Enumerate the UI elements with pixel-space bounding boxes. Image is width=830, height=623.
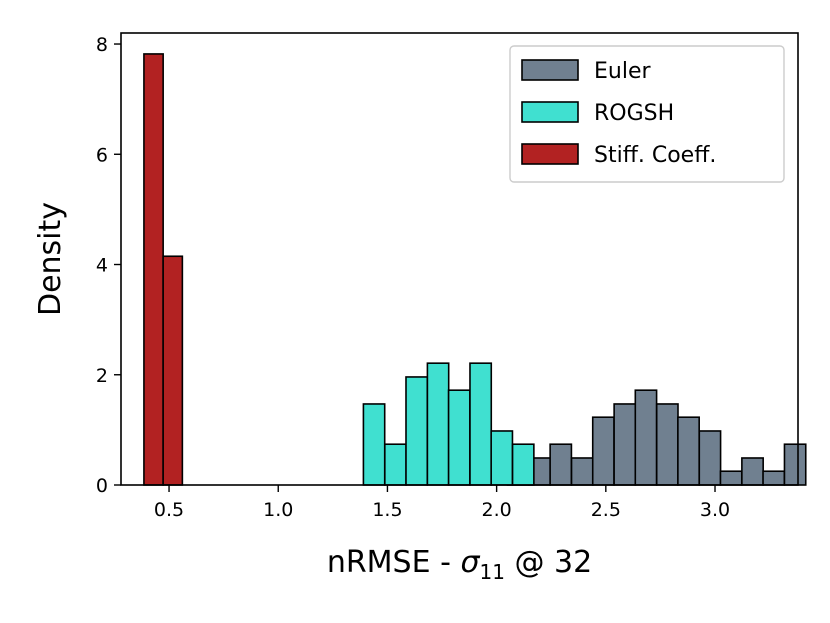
y-axis: 0 2 4 6 8: [96, 34, 121, 497]
y-tick-label: 4: [96, 255, 108, 277]
bar-rogsh-6: [490, 430, 514, 486]
y-axis-label: Density: [33, 202, 68, 316]
y-tick-label: 8: [96, 34, 108, 56]
y-tick-label: 6: [96, 144, 108, 166]
legend: Euler ROGSH Stiff. Coeff.: [509, 45, 785, 183]
x-tick-label: 1.5: [372, 499, 402, 521]
bar-rogsh-2: [405, 376, 429, 486]
bar-rogsh-4: [447, 389, 471, 486]
legend-label: Euler: [594, 59, 651, 84]
bar-rogsh-0: [362, 403, 386, 486]
bar-euler-5: [613, 403, 637, 486]
x-tick-label: 0.5: [154, 499, 184, 521]
bar-euler-11: [741, 457, 764, 486]
x-axis-label-symbol: σ: [460, 545, 480, 580]
legend-label: ROGSH: [594, 101, 674, 126]
legend-swatch: [521, 59, 579, 81]
x-tick-label: 2.0: [482, 499, 512, 521]
y-tick-label: 0: [96, 475, 108, 497]
legend-swatch: [521, 101, 579, 123]
bar-euler-3: [570, 457, 594, 486]
bar-rogsh-1: [384, 443, 407, 486]
bar-euler-10: [719, 470, 743, 486]
bar-rogsh-3: [426, 362, 450, 486]
bar-rogsh-5: [469, 362, 493, 486]
x-tick-label: 2.5: [591, 499, 621, 521]
bar-euler-6: [634, 389, 658, 486]
x-axis-label-suffix: @ 32: [505, 545, 592, 580]
x-tick-label: 1.0: [263, 499, 293, 521]
legend-label: Stiff. Coeff.: [594, 143, 716, 168]
x-axis: 0.5 1.0 1.5 2.0 2.5 3.0: [154, 485, 730, 521]
x-axis-label-main: nRMSE -: [327, 545, 461, 580]
bar-stiff-coeff-1: [162, 255, 184, 486]
bar-stiff-coeff-0: [143, 53, 164, 486]
bar-euler-4: [591, 416, 615, 486]
bar-euler-8: [677, 416, 700, 486]
bar-euler-7: [655, 403, 679, 486]
x-axis-label-subscript: 11: [479, 560, 504, 584]
bar-rogsh-7: [511, 443, 535, 486]
bar-euler-12: [762, 470, 786, 486]
bars-layer: [143, 53, 807, 486]
bar-euler-2: [549, 443, 573, 486]
legend-swatch: [521, 143, 579, 165]
x-axis-label: nRMSE - σ11 @ 32: [327, 545, 592, 584]
plot-frame: [120, 32, 799, 486]
y-tick-label: 2: [96, 365, 108, 387]
bar-euler-13: [783, 443, 807, 486]
bar-euler-9: [698, 430, 722, 486]
x-tick-label: 3.0: [700, 499, 730, 521]
